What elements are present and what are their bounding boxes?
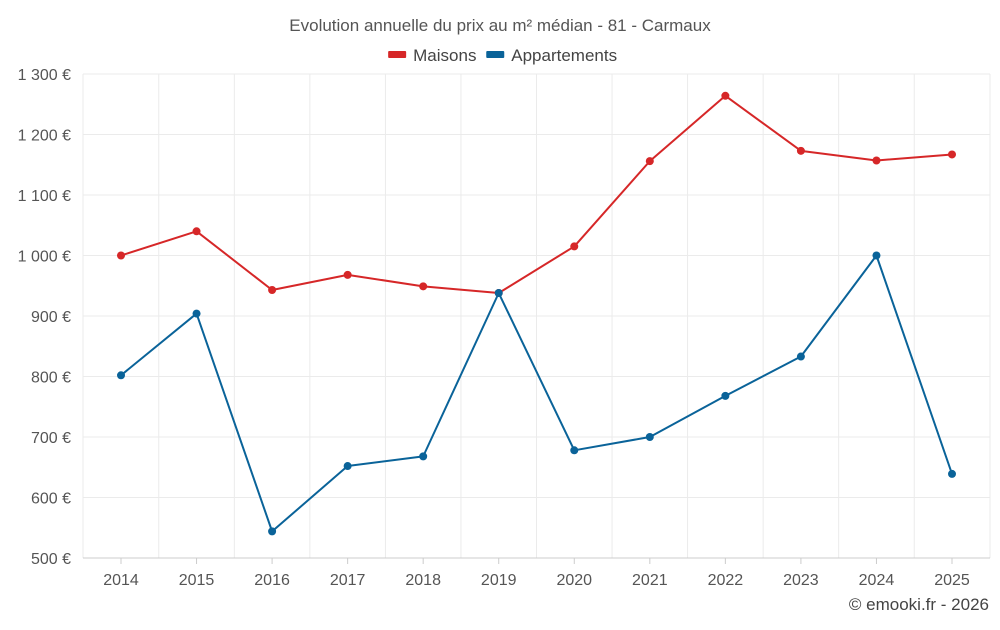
data-point-appartements[interactable]: [268, 527, 277, 536]
y-tick-label: 1 100 €: [18, 188, 71, 205]
data-point-maisons[interactable]: [268, 285, 277, 294]
y-tick-label: 500 €: [31, 551, 71, 568]
y-tick-label: 900 €: [31, 309, 71, 326]
x-tick-label: 2014: [103, 572, 139, 589]
x-tick-label: 2018: [405, 572, 441, 589]
x-tick-label: 2021: [632, 572, 668, 589]
series-line-appartements: [120, 254, 953, 533]
data-point-appartements[interactable]: [948, 469, 956, 478]
y-tick-label: 1 200 €: [18, 128, 71, 145]
data-point-maisons[interactable]: [796, 146, 805, 155]
chart-title: Evolution annuelle du prix au m² médian …: [289, 16, 711, 35]
y-tick-label: 700 €: [31, 430, 71, 447]
x-tick-label: 2023: [783, 572, 819, 589]
data-point-appartements[interactable]: [343, 462, 352, 471]
series-line-maisons: [120, 94, 953, 295]
data-point-appartements[interactable]: [117, 371, 125, 380]
y-tick-label: 1 300 €: [18, 67, 71, 84]
data-point-appartements[interactable]: [192, 309, 201, 318]
y-tick-label: 600 €: [31, 491, 71, 508]
x-tick-label: 2024: [859, 572, 895, 589]
legend-label-maisons[interactable]: Maisons: [413, 46, 476, 65]
credit-text: © emooki.fr - 2026: [849, 595, 989, 614]
x-tick-label: 2016: [254, 572, 290, 589]
x-tick-label: 2015: [179, 572, 215, 589]
data-point-maisons[interactable]: [872, 156, 881, 165]
y-tick-label: 1 000 €: [18, 249, 71, 266]
data-point-appartements[interactable]: [419, 452, 428, 461]
data-point-maisons[interactable]: [117, 251, 125, 260]
data-point-maisons[interactable]: [645, 157, 654, 166]
x-tick-label: 2022: [708, 572, 744, 589]
data-point-appartements[interactable]: [796, 352, 805, 361]
data-point-maisons[interactable]: [948, 150, 956, 159]
data-point-appartements[interactable]: [570, 446, 579, 455]
data-point-appartements[interactable]: [721, 391, 730, 400]
x-tick-label: 2020: [556, 572, 592, 589]
data-point-maisons[interactable]: [419, 282, 428, 291]
y-tick-label: 800 €: [31, 370, 71, 387]
legend-swatch-maisons: [388, 51, 407, 58]
x-tick-label: 2019: [481, 572, 517, 589]
legend-label-appartements[interactable]: Appartements: [511, 46, 617, 65]
gridlines: [82, 73, 991, 558]
data-point-maisons[interactable]: [192, 227, 201, 236]
data-point-appartements[interactable]: [494, 289, 503, 298]
data-point-maisons[interactable]: [570, 242, 579, 251]
axes: 500 € 600 € 700 € 800 € 900 € 1 000 € 1 100 € 1…: [18, 67, 990, 589]
legend-swatch-appartements: [486, 51, 505, 58]
series-layer: [117, 91, 956, 536]
legend: Maisons Appartements: [388, 46, 617, 65]
x-tick-label: 2025: [934, 572, 970, 589]
data-point-appartements[interactable]: [872, 251, 881, 260]
data-point-appartements[interactable]: [645, 433, 654, 441]
x-tick-label: 2017: [330, 572, 366, 589]
data-point-maisons[interactable]: [343, 270, 352, 279]
data-point-maisons[interactable]: [721, 91, 730, 100]
